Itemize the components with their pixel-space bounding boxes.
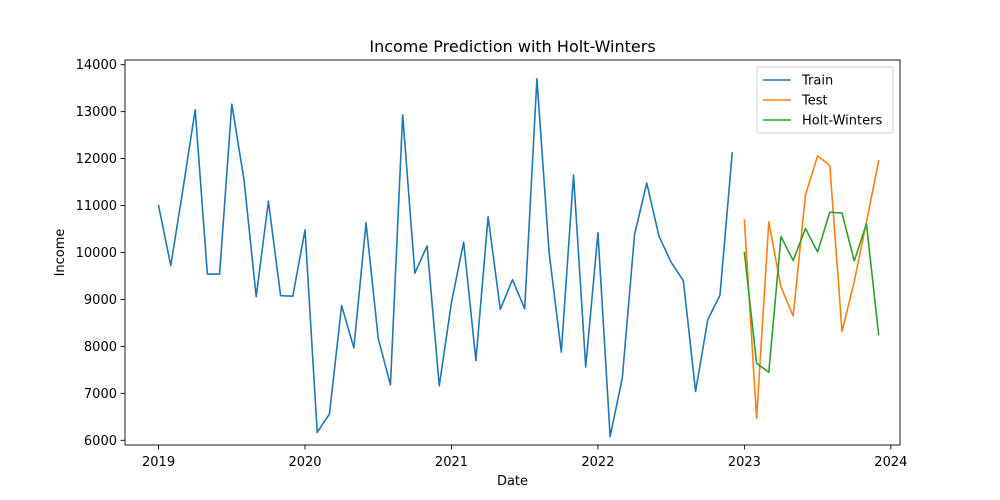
- x-tick-label: 2019: [142, 455, 175, 470]
- y-tick-label: 13000: [76, 105, 117, 120]
- y-tick-label: 6000: [84, 434, 117, 449]
- series-layer: [157, 77, 880, 438]
- y-tick-label: 7000: [84, 387, 117, 402]
- y-tick-label: 10000: [76, 246, 117, 261]
- y-axis-ticks: 6000 7000 8000 9000 10000 11000 12000 13000 1400…: [76, 58, 125, 449]
- series-line-test: [743, 154, 880, 420]
- legend-box: [756, 66, 894, 134]
- series-line-train: [157, 77, 734, 438]
- series-line-holt-winters: [743, 211, 880, 374]
- x-axis-label: Date: [497, 474, 528, 489]
- x-tick-label: 2024: [874, 455, 907, 470]
- legend-label: Test: [801, 94, 828, 109]
- chart-title: Income Prediction with Holt-Winters: [369, 37, 655, 56]
- x-tick-label: 2022: [581, 455, 614, 470]
- y-tick-label: 12000: [76, 152, 117, 167]
- x-axis-ticks: 2019 2020 2021 2022 2023 2024: [142, 445, 907, 470]
- y-axis-label: Income: [53, 229, 68, 277]
- y-tick-label: 9000: [84, 293, 117, 308]
- y-tick-label: 8000: [84, 340, 117, 355]
- y-tick-label: 11000: [76, 199, 117, 214]
- x-tick-label: 2023: [728, 455, 761, 470]
- y-tick-label: 14000: [76, 58, 117, 73]
- legend-label: Holt-Winters: [802, 114, 882, 129]
- legend-label: Train: [801, 74, 833, 89]
- legend: Train Test Holt-Winters: [756, 66, 894, 134]
- x-tick-label: 2020: [288, 455, 321, 470]
- x-tick-label: 2021: [435, 455, 468, 470]
